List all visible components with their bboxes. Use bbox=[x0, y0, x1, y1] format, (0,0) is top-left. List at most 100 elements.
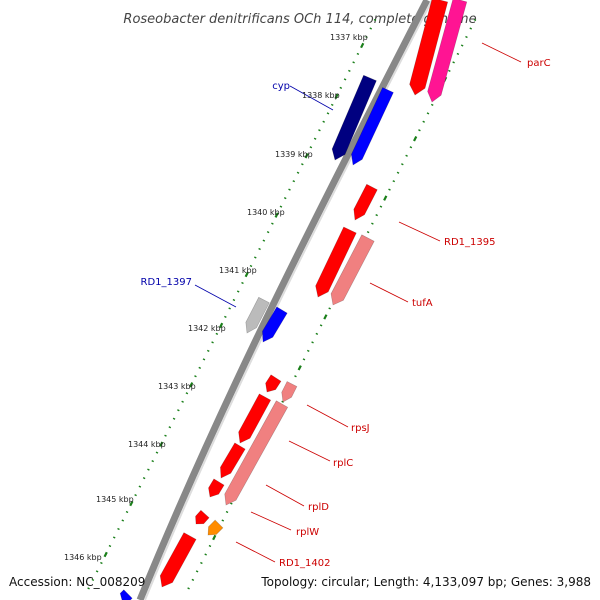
tick-dot-58 bbox=[125, 510, 129, 514]
tick-dot-11 bbox=[326, 112, 330, 115]
cyp-dark-gene[interactable] bbox=[331, 74, 377, 161]
RD1-1397-grey-gene[interactable] bbox=[245, 296, 270, 334]
tufA-light-gene[interactable] bbox=[330, 234, 375, 306]
tick-dot-51 bbox=[155, 451, 159, 454]
tick-dot-22 bbox=[379, 205, 383, 208]
tick-dot-55 bbox=[138, 485, 142, 488]
tick-dot-14 bbox=[313, 137, 317, 140]
tick-dot-0 bbox=[473, 18, 477, 22]
tick-dot-0 bbox=[373, 18, 377, 22]
tick-dot-20 bbox=[288, 188, 291, 191]
RD1-1397-blue-gene[interactable] bbox=[262, 306, 288, 343]
tick-dot-64 bbox=[100, 561, 103, 565]
gene-label-6[interactable]: rplC bbox=[333, 458, 353, 469]
rplW-gene[interactable] bbox=[208, 478, 225, 498]
tick-dot-38 bbox=[211, 341, 214, 344]
gene-label-9[interactable]: RD1_1402 bbox=[279, 558, 330, 569]
leader-line-3 bbox=[398, 221, 441, 242]
tick-dot-65 bbox=[195, 570, 199, 573]
tick-dot-67 bbox=[87, 587, 90, 590]
tick-dot-49 bbox=[164, 434, 167, 437]
tick-dot-18 bbox=[396, 171, 400, 174]
tick-dot-57 bbox=[129, 500, 134, 507]
bottom-blue-gene[interactable] bbox=[119, 589, 133, 600]
gene-label-7[interactable]: rplD bbox=[308, 502, 329, 513]
leader-line-4 bbox=[369, 282, 409, 303]
gene-label-8[interactable]: rplW bbox=[296, 527, 319, 538]
tick-dot-62 bbox=[108, 544, 112, 548]
tick-dot-67 bbox=[187, 587, 190, 590]
leader-line-6 bbox=[288, 440, 331, 462]
tick-dot-27 bbox=[258, 247, 261, 251]
tick-dot-4 bbox=[356, 52, 360, 56]
tick-dot-59 bbox=[121, 519, 125, 522]
tick-dot-3 bbox=[360, 42, 365, 49]
tick-dot-57 bbox=[230, 502, 233, 505]
genome-backbone bbox=[136, 0, 433, 600]
tick-dot-13 bbox=[318, 129, 321, 132]
tick-dot-47 bbox=[172, 417, 176, 420]
rplD-gene[interactable] bbox=[220, 442, 246, 479]
tick-dot-42 bbox=[294, 375, 297, 378]
tick-dot-30 bbox=[244, 271, 249, 278]
leader-line-7 bbox=[265, 484, 305, 507]
tick-dot-22 bbox=[279, 205, 283, 208]
outer-tick-ring bbox=[87, 18, 377, 590]
leader-line-5 bbox=[306, 404, 349, 428]
gene-label-1[interactable]: RD1_1397 bbox=[141, 277, 192, 288]
tick-dot-64 bbox=[200, 561, 203, 565]
tick-labels: 1337 kbp 1338 kbp 1339 kbp 1340 kbp 1341 kbp… bbox=[64, 33, 368, 562]
tick-dot-21 bbox=[283, 197, 287, 200]
tick-dot-48 bbox=[168, 426, 172, 429]
tick-dot-33 bbox=[232, 298, 236, 302]
leader-line-1 bbox=[194, 284, 237, 308]
tick-dot-39 bbox=[206, 349, 210, 352]
parC-rna[interactable] bbox=[427, 0, 468, 103]
tick-dot-45 bbox=[281, 400, 284, 403]
rplC-light-gene[interactable] bbox=[224, 400, 289, 506]
tick-dot-34 bbox=[328, 307, 331, 310]
tick-dot-6 bbox=[448, 69, 451, 73]
tick-dot-11 bbox=[426, 112, 430, 115]
gene-label-3[interactable]: RD1_1395 bbox=[444, 237, 495, 248]
tick-dot-12 bbox=[322, 120, 325, 123]
tick-dot-34 bbox=[228, 307, 231, 310]
gene-label-5[interactable]: rpsJ bbox=[351, 423, 370, 434]
tick-label-2: 1339 kbp bbox=[275, 150, 313, 159]
tick-dot-41 bbox=[198, 366, 202, 369]
tick-dot-1 bbox=[469, 27, 473, 30]
gene-label-2[interactable]: parC bbox=[527, 58, 551, 69]
tick-dot-60 bbox=[117, 527, 120, 531]
tick-dot-21 bbox=[383, 195, 388, 201]
tick-dot-23 bbox=[375, 214, 378, 217]
tick-dot-62 bbox=[208, 544, 212, 548]
tick-dot-40 bbox=[302, 358, 306, 361]
gene-label-0[interactable]: cyp bbox=[272, 81, 290, 92]
tick-dot-35 bbox=[224, 315, 227, 319]
tick-dot-61 bbox=[112, 536, 116, 539]
rplC-gene[interactable] bbox=[238, 393, 272, 444]
tick-dot-43 bbox=[189, 382, 194, 388]
RD1-1395-gene[interactable] bbox=[353, 183, 378, 221]
rplW-small-gene[interactable] bbox=[195, 509, 210, 525]
tick-dot-36 bbox=[319, 324, 323, 327]
rpsJ-light-gene[interactable] bbox=[281, 381, 298, 403]
leader-line-8 bbox=[250, 511, 292, 531]
tick-dot-35 bbox=[323, 314, 328, 320]
gene-label-4[interactable]: tufA bbox=[412, 298, 433, 309]
cyp-blue-gene[interactable] bbox=[351, 87, 394, 166]
orange-gene[interactable] bbox=[207, 519, 224, 536]
label-leaders bbox=[194, 42, 522, 563]
tufA-dark-gene[interactable] bbox=[315, 226, 357, 298]
tick-dot-37 bbox=[315, 332, 319, 336]
leader-line-0 bbox=[289, 85, 334, 111]
tick-dot-32 bbox=[236, 290, 240, 293]
tick-dot-36 bbox=[218, 322, 224, 329]
RD1-1402-gene[interactable] bbox=[159, 532, 197, 588]
tick-dot-65 bbox=[95, 570, 99, 573]
parC-gene[interactable] bbox=[409, 0, 449, 96]
tick-dot-53 bbox=[147, 468, 150, 471]
rpsJ-gene[interactable] bbox=[265, 374, 282, 393]
tick-dot-2 bbox=[365, 35, 368, 39]
